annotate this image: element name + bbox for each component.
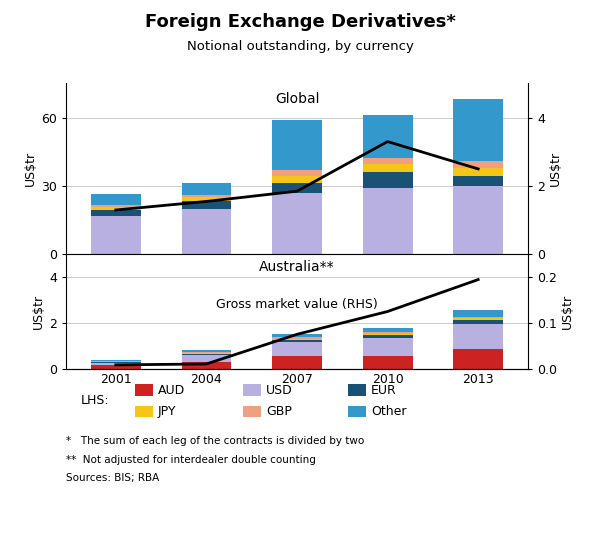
Bar bbox=[91, 216, 141, 254]
Bar bbox=[272, 356, 322, 369]
Text: AUD: AUD bbox=[158, 384, 185, 397]
Y-axis label: US$tr: US$tr bbox=[549, 151, 562, 187]
Bar bbox=[362, 356, 413, 369]
Text: **  Not adjusted for interdealer double counting: ** Not adjusted for interdealer double c… bbox=[66, 455, 316, 465]
Text: GBP: GBP bbox=[266, 405, 292, 418]
Bar bbox=[91, 363, 141, 365]
Bar bbox=[272, 340, 322, 342]
Text: JPY: JPY bbox=[158, 405, 176, 418]
Bar bbox=[362, 332, 413, 334]
Bar bbox=[91, 360, 141, 361]
Bar bbox=[272, 338, 322, 340]
Bar bbox=[453, 100, 503, 161]
Bar bbox=[362, 158, 413, 165]
Bar bbox=[453, 324, 503, 349]
Bar bbox=[182, 350, 232, 352]
Bar bbox=[362, 188, 413, 254]
Bar bbox=[453, 318, 503, 320]
Bar bbox=[362, 172, 413, 188]
Text: Notional outstanding, by currency: Notional outstanding, by currency bbox=[187, 40, 413, 53]
Bar bbox=[272, 182, 322, 193]
Bar bbox=[272, 176, 322, 182]
Bar bbox=[453, 161, 503, 168]
Bar bbox=[362, 115, 413, 158]
Bar bbox=[362, 328, 413, 332]
Text: Foreign Exchange Derivatives*: Foreign Exchange Derivatives* bbox=[145, 13, 455, 31]
Bar bbox=[91, 365, 141, 369]
Bar bbox=[272, 120, 322, 170]
Bar bbox=[453, 176, 503, 186]
Bar bbox=[182, 362, 232, 369]
Bar bbox=[453, 320, 503, 324]
Bar bbox=[362, 335, 413, 338]
Bar bbox=[272, 337, 322, 338]
Bar bbox=[91, 206, 141, 207]
Bar bbox=[272, 193, 322, 254]
Bar bbox=[272, 342, 322, 356]
Bar bbox=[453, 186, 503, 254]
Bar bbox=[91, 362, 141, 363]
Bar bbox=[182, 353, 232, 355]
Bar bbox=[182, 182, 232, 195]
Bar bbox=[91, 207, 141, 210]
Text: Australia**: Australia** bbox=[259, 260, 335, 274]
Text: *   The sum of each leg of the contracts is divided by two: * The sum of each leg of the contracts i… bbox=[66, 436, 364, 446]
Bar bbox=[362, 338, 413, 356]
Bar bbox=[272, 170, 322, 176]
Bar bbox=[182, 355, 232, 362]
Text: Gross market value (RHS): Gross market value (RHS) bbox=[216, 298, 378, 311]
Bar bbox=[453, 317, 503, 318]
Text: USD: USD bbox=[266, 384, 293, 397]
Bar bbox=[182, 201, 232, 209]
Bar bbox=[453, 168, 503, 176]
Bar bbox=[91, 194, 141, 206]
Bar bbox=[182, 352, 232, 353]
Bar bbox=[362, 334, 413, 335]
Y-axis label: US$tr: US$tr bbox=[561, 294, 574, 329]
Y-axis label: US$tr: US$tr bbox=[32, 294, 45, 329]
Bar bbox=[362, 165, 413, 172]
Y-axis label: US$tr: US$tr bbox=[24, 151, 37, 187]
Text: Global: Global bbox=[275, 92, 319, 106]
Text: EUR: EUR bbox=[371, 384, 397, 397]
Bar bbox=[182, 197, 232, 201]
Text: LHS:: LHS: bbox=[81, 394, 110, 407]
Bar bbox=[453, 349, 503, 369]
Text: Sources: BIS; RBA: Sources: BIS; RBA bbox=[66, 473, 159, 484]
Bar bbox=[91, 210, 141, 216]
Bar bbox=[272, 334, 322, 337]
Bar bbox=[182, 195, 232, 197]
Text: Other: Other bbox=[371, 405, 406, 418]
Bar bbox=[182, 209, 232, 254]
Bar bbox=[453, 310, 503, 317]
